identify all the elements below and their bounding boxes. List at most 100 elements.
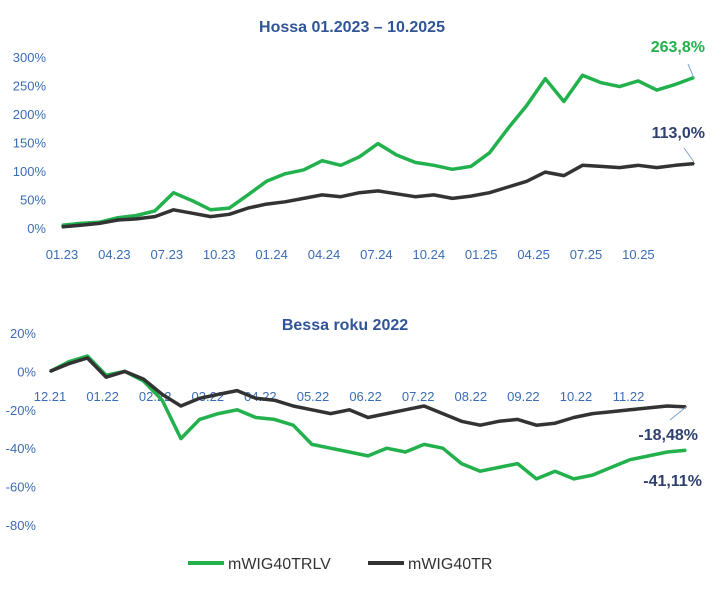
bottom-x-tick-label: 06.22 [349,389,382,404]
top-point-mwig40tr [470,195,472,197]
top-point-mwig40trlv [358,156,361,158]
bottom-point-mwig40trlv [348,451,351,453]
bottom-end-label-leader [669,406,687,421]
bottom-point-mwig40trlv [273,418,276,421]
bottom-x-tick-label: 09.22 [507,389,540,404]
top-point-mwig40trlv [321,159,324,162]
top-series-line-mwig40tr [61,161,695,229]
bottom-point-mwig40trlv [479,470,482,473]
top-point-mwig40tr [525,180,528,183]
top-point-mwig40tr [451,197,454,200]
bottom-y-tick-label: -80% [6,518,37,533]
top-point-mwig40tr [544,171,547,173]
bottom-point-mwig40trlv [385,447,388,450]
top-point-mwig40tr [358,191,361,194]
bottom-x-tick-label: 11.22 [613,389,645,404]
top-point-mwig40tr [563,174,565,177]
top-point-mwig40trlv [302,169,305,171]
top-point-mwig40tr [284,201,286,203]
bottom-point-mwig40tr [180,405,182,407]
top-x-tick-label: 10.23 [203,247,236,262]
bottom-point-mwig40tr [666,405,669,407]
top-point-mwig40tr [79,224,82,226]
bottom-point-mwig40trlv [329,447,332,450]
top-point-mwig40trlv [488,152,491,154]
top-point-mwig40tr [247,207,249,209]
bottom-point-mwig40trlv [442,447,444,450]
bottom-point-mwig40trlv [180,437,182,440]
bottom-point-mwig40tr [292,405,295,407]
bottom-point-mwig40trlv [460,462,463,465]
bottom-point-mwig40trlv [573,478,575,480]
top-point-mwig40tr [637,164,639,167]
top-point-mwig40tr [377,190,379,192]
bottom-point-mwig40tr [554,422,556,425]
bottom-point-mwig40tr [236,389,238,392]
top-point-mwig40trlv [618,85,621,88]
top-point-mwig40trlv [544,77,547,80]
top-point-mwig40trlv [637,80,639,82]
top-point-mwig40trlv [209,209,212,211]
top-point-mwig40tr [433,194,435,196]
top-point-mwig40trlv [154,210,156,212]
top-point-mwig40tr [414,195,417,198]
top-point-mwig40tr [228,213,231,216]
top-y-tick-label: 200% [13,107,47,122]
top-point-mwig40tr [321,194,324,196]
bottom-point-mwig40trlv [666,451,669,453]
bottom-x-tick-label: 12.21 [34,389,67,404]
bottom-point-mwig40trlv [255,416,257,419]
top-y-tick-label: 150% [13,136,47,151]
top-y-tick-label: 100% [13,164,47,179]
bottom-point-mwig40tr [311,409,313,411]
bottom-point-mwig40tr [161,393,163,396]
top-x-tick-label: 10.25 [622,247,655,262]
top-point-mwig40tr [61,226,63,228]
bottom-point-mwig40tr [591,412,594,415]
bottom-point-mwig40trlv [217,412,220,415]
top-point-mwig40trlv [581,74,584,76]
top-point-mwig40trlv [414,161,417,164]
bottom-end-label-1: -41,11% [643,473,702,490]
top-point-mwig40trlv [433,164,435,167]
bottom-x-tick-label: 01.22 [86,389,119,404]
bottom-point-mwig40tr [423,405,425,407]
top-end-label-leader [683,147,695,163]
top-point-mwig40tr [693,162,695,165]
top-x-tick-label: 07.25 [570,247,603,262]
bottom-x-tick-label: 07.22 [402,389,435,404]
legend: mWIG40TRLV mWIG40TR [188,556,492,573]
top-point-mwig40trlv [117,216,119,219]
bottom-chart: 20%0%-20%-40%-60%-80%12.21 01.22 02.22 03.2… [6,326,702,533]
top-point-mwig40tr [265,203,268,205]
bottom-point-mwig40trlv [629,458,631,461]
top-y-tick-label: 250% [13,79,47,94]
bottom-point-mwig40trlv [685,449,687,452]
bottom-x-tick-label: 05.22 [297,389,330,404]
top-chart-title: Hossa 01.2023 – 10.2025 [259,19,445,36]
bottom-point-mwig40tr [198,397,201,400]
bottom-point-mwig40trlv [236,409,238,411]
top-point-mwig40trlv [135,214,138,217]
bottom-point-mwig40trlv [404,451,407,453]
bottom-point-mwig40trlv [423,443,425,446]
top-point-mwig40trlv [228,207,231,209]
bottom-y-tick-label: -20% [6,403,37,418]
top-point-mwig40trlv [656,89,658,91]
top-point-mwig40trlv [340,164,342,167]
bottom-point-mwig40trlv [535,478,538,480]
bottom-point-mwig40tr [49,370,51,373]
bottom-y-tick-label: -40% [6,441,37,456]
bottom-point-mwig40trlv [554,470,556,473]
bottom-point-mwig40tr [385,412,388,415]
bottom-point-mwig40tr [442,412,444,415]
top-point-mwig40tr [600,165,602,168]
top-point-mwig40tr [191,212,193,214]
top-y-tick-label: 300% [13,50,47,65]
top-point-mwig40trlv [265,180,268,183]
bottom-x-tick-label: 10.22 [560,389,593,404]
bottom-point-mwig40trlv [198,418,201,421]
top-point-mwig40trlv [284,173,286,175]
top-point-mwig40tr [395,193,398,195]
top-point-mwig40tr [154,215,156,218]
